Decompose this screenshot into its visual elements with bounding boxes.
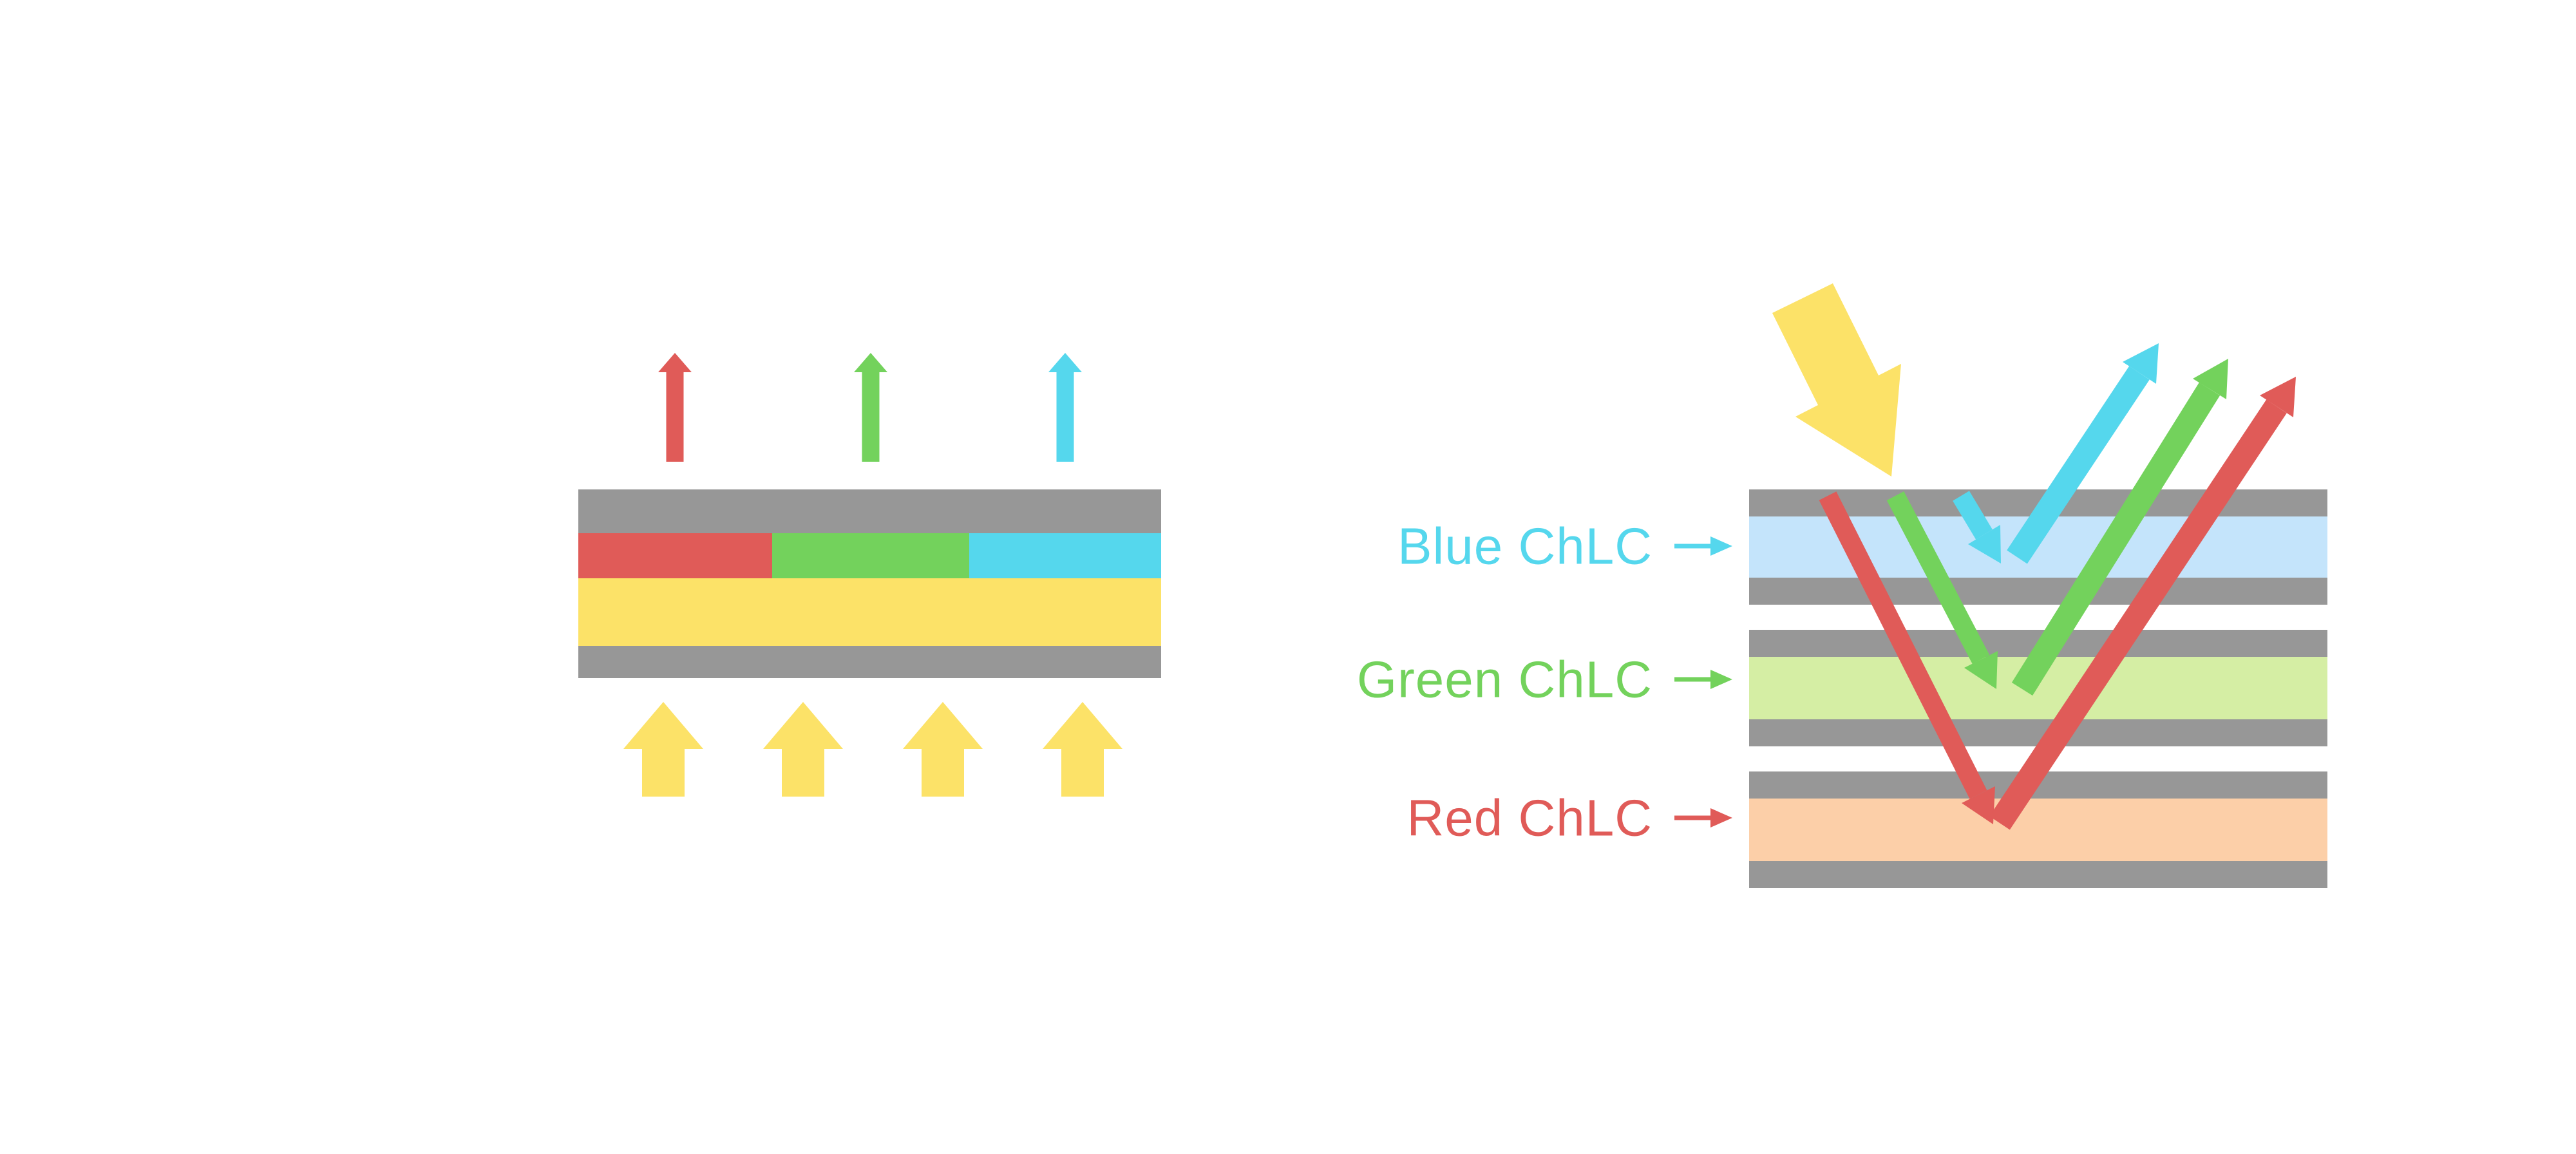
backlight-arrow-icon <box>623 702 703 797</box>
green-reflected-beam <box>1886 359 2228 696</box>
left-bottom-substrate-layer <box>578 646 1161 678</box>
blue-cell-bottom-substrate <box>1749 578 2327 605</box>
green-label-arrow-icon <box>1710 670 1732 689</box>
green-up-arrow-icon <box>854 353 887 462</box>
green-up-beam-arrowhead-icon <box>2193 359 2228 399</box>
blue-up-beam-arrowhead-icon <box>2123 343 2159 384</box>
red-cell-bottom-substrate <box>1749 861 2327 888</box>
backlight-layer <box>578 578 1161 646</box>
blue-up-beam <box>2007 366 2150 564</box>
backlight-arrow-icon <box>1043 702 1122 797</box>
red-down-beam <box>1819 491 1987 799</box>
green-down-beam-arrowhead-icon <box>1964 651 1998 689</box>
green-subpixel-layer <box>772 533 969 578</box>
blue-subpixel-layer <box>969 533 1161 578</box>
blue-down-beam-arrowhead-icon <box>1968 525 2001 563</box>
green-chlc-label-group: Green ChLC <box>1357 651 1732 708</box>
backlit-display-diagram <box>578 353 1161 797</box>
backlight-arrow-icon <box>903 702 983 797</box>
red-reflected-beam <box>1819 377 2296 830</box>
red-subpixel-layer <box>578 533 772 578</box>
cyan-up-arrow-icon <box>1048 353 1082 462</box>
red-chlc-label-group: Red ChLC <box>1406 790 1732 847</box>
blue-chlc-label-group: Blue ChLC <box>1397 518 1732 575</box>
green-cell-bottom-substrate <box>1749 719 2327 746</box>
reflective-chlc-stack-diagram: Blue ChLC Green ChLC Red ChLC <box>1357 283 2327 888</box>
green-down-beam <box>1886 491 1990 664</box>
backlight-arrow-icon <box>763 702 843 797</box>
red-label-arrow-icon <box>1710 808 1732 828</box>
blue-chlc-label: Blue ChLC <box>1397 518 1653 575</box>
red-up-beam <box>1989 399 2287 830</box>
red-up-beam-arrowhead-icon <box>2260 377 2296 417</box>
blue-reflected-beam <box>1953 343 2159 564</box>
green-up-beam <box>2011 382 2221 696</box>
green-chlc-label: Green ChLC <box>1357 651 1653 708</box>
yellow-incident-light-arrow-icon <box>1772 283 1901 477</box>
red-down-beam-arrowhead-icon <box>1962 786 1995 824</box>
left-top-substrate-layer <box>578 489 1161 533</box>
red-chlc-layer <box>1749 799 2327 861</box>
blue-down-beam <box>1953 491 1993 540</box>
blue-label-arrow-icon <box>1710 536 1732 556</box>
red-up-arrow-icon <box>658 353 692 462</box>
red-chlc-label: Red ChLC <box>1406 790 1653 847</box>
